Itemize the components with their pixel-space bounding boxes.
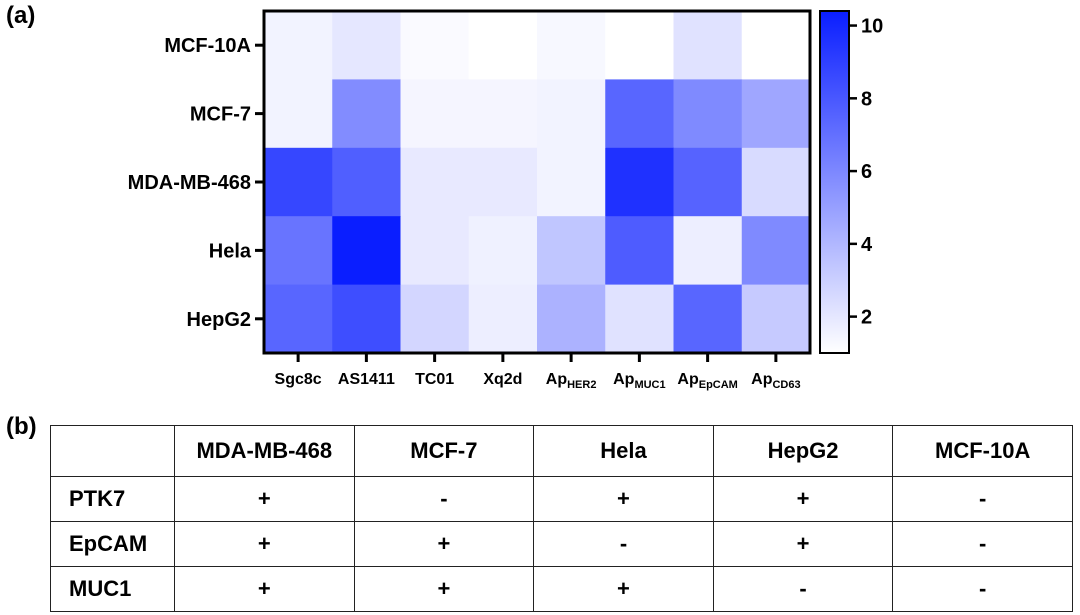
heatmap-cell [605,284,674,354]
column-label: ApMUC1 [613,371,666,391]
heatmap-cell [400,79,470,149]
expression-table: MDA-MB-468 MCF-7 Hela HepG2 MCF-10A PTK7… [50,425,1073,612]
column-label: AS1411 [338,371,395,388]
table-cell: - [892,476,1073,522]
row-label: MCF-7 [190,104,251,126]
row-label: MDA-MB-468 [128,172,251,194]
table-cell: - [892,521,1073,567]
heatmap-cell [537,147,606,217]
heatmap-cell [468,284,538,354]
heatmap-cell [468,216,538,286]
table-cell: - [353,476,535,522]
table-header-cell: MDA-MB-468 [174,425,355,477]
colorbar-tick-label: 8 [861,88,872,110]
heatmap-cell [673,11,743,80]
colorbar-tick-label: 10 [861,16,883,38]
heatmap-cell [605,147,674,217]
table-row-label: EpCAM [50,521,175,567]
table-cell: + [533,476,714,522]
heatmap-cell [673,284,743,354]
colorbar-tick-label: 6 [861,161,872,183]
heatmap-cell [537,216,606,286]
table-header-cell: Hela [533,425,714,477]
column-label: ApCD63 [751,371,800,391]
column-labels: Sgc8c AS1411 TC01 Xq2d ApHER2 ApMUC1 ApEpCAM Ap… [275,353,801,391]
heatmap-cell [400,216,470,286]
column-label: Sgc8c [275,371,322,388]
table-cell: + [174,566,355,612]
heatmap-cell [400,147,470,217]
heatmap-cell [332,216,401,286]
heatmap-cell [741,79,811,149]
heatmap-cell [332,284,401,354]
heatmap-cell [332,11,401,80]
heatmap-cell [468,11,538,80]
table-row-label: PTK7 [50,476,175,522]
row-label: HepG2 [187,309,251,331]
colorbar-tick-label: 2 [861,307,872,329]
table-header-cell: HepG2 [712,425,894,477]
table-cell: + [174,476,355,522]
table-header-cell: MCF-7 [353,425,535,477]
table-cell: + [712,476,894,522]
table-corner-cell [50,425,175,477]
table-row-label: MUC1 [50,566,175,612]
table-cell: - [892,566,1073,612]
heatmap-chart: MCF-10A MCF-7 MDA-MB-468 Hela HepG2 Sgc8c AS1… [128,9,883,391]
colorbar-ticks: 2 4 6 8 10 [849,16,883,329]
table-header-cell: MCF-10A [892,425,1073,477]
heatmap-cell [400,11,470,80]
column-label: TC01 [415,371,454,388]
colorbar [819,10,850,354]
heatmap-cell [400,284,470,354]
heatmap-cell [673,147,743,217]
row-label: MCF-10A [164,35,251,57]
table-header-row: MDA-MB-468 MCF-7 Hela HepG2 MCF-10A [50,425,1073,477]
table-cell: + [353,566,535,612]
heatmap-cell [741,147,811,217]
heatmap-cell [264,79,333,149]
table-cell: + [712,521,894,567]
heatmap-cell [332,79,401,149]
panel-b-label: (b) [6,413,37,440]
heatmap-cell [468,79,538,149]
table-cell: + [174,521,355,567]
heatmap-cell [264,11,333,80]
heatmap-cell [332,147,401,217]
heatmap-cell [264,147,333,217]
heatmap-cell [537,79,606,149]
table-cell: + [353,521,535,567]
heatmap-cell [605,216,674,286]
row-labels: MCF-10A MCF-7 MDA-MB-468 Hela HepG2 [128,35,264,331]
heatmap-cells [264,11,811,354]
table-row: PTK7 + - + + - [50,476,1073,522]
heatmap-cell [673,79,743,149]
heatmap-cell [741,284,811,354]
colorbar-tick-label: 4 [861,234,873,256]
column-label: ApHER2 [546,371,597,391]
heatmap-cell [264,284,333,354]
table-row: MUC1 + + + - - [50,566,1073,612]
panel-a-label: (a) [6,2,36,29]
column-label: Xq2d [483,371,522,388]
table-cell: - [712,566,894,612]
table-cell: - [533,521,714,567]
heatmap-cell [264,216,333,286]
heatmap-cell [537,11,606,80]
heatmap-cell [741,11,811,80]
heatmap-cell [673,216,743,286]
heatmap-cell [605,11,674,80]
heatmap-cell [605,79,674,149]
row-label: Hela [209,240,252,262]
heatmap-cell [741,216,811,286]
column-label: ApEpCAM [677,371,737,391]
heatmap-cell [537,284,606,354]
table-cell: + [533,566,714,612]
table-row: EpCAM + + - + - [50,521,1073,567]
heatmap-cell [468,147,538,217]
